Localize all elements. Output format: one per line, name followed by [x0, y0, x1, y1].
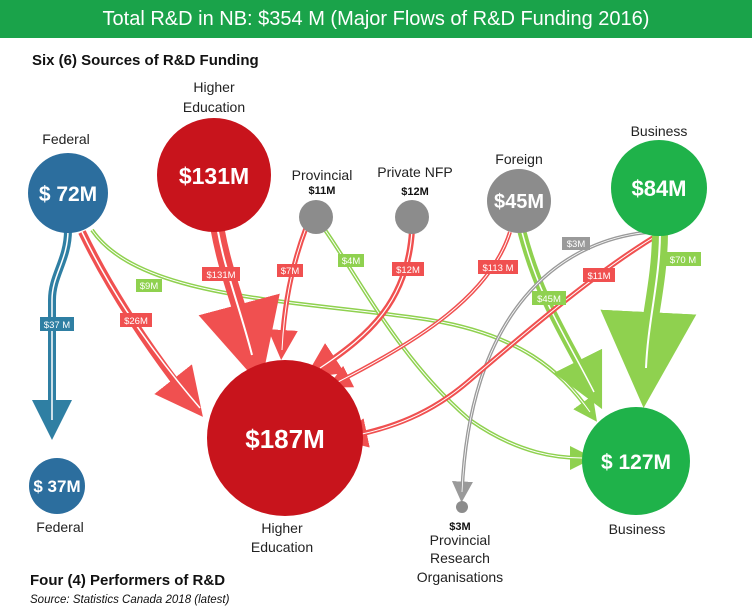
- svg-text:$12M: $12M: [396, 265, 420, 276]
- svg-text:$45M: $45M: [537, 294, 561, 305]
- svg-text:Organisations: Organisations: [417, 569, 503, 585]
- flow-business-to-business: [600, 231, 697, 408]
- svg-text:$9M: $9M: [140, 281, 159, 292]
- flow-tag-he-to-he: $131M: [202, 267, 240, 281]
- svg-text:Research: Research: [430, 550, 490, 566]
- flow-tag-foreign-to-he: $113 M: [478, 260, 518, 274]
- svg-text:$113 M: $113 M: [483, 263, 514, 274]
- source-note: Source: Statistics Canada 2018 (latest): [30, 594, 230, 606]
- performer-provincial-research: $3M Provincial Research Organisations: [417, 501, 503, 585]
- svg-text:Provincial: Provincial: [430, 532, 491, 548]
- svg-text:Business: Business: [609, 521, 666, 537]
- flow-tag-fed-to-fed: $37 M: [40, 317, 74, 331]
- svg-text:Business: Business: [631, 123, 688, 139]
- flow-provincial-to-higher-education: [267, 227, 309, 360]
- svg-text:$3M: $3M: [449, 521, 470, 533]
- source-federal: Federal $ 72M: [28, 131, 108, 233]
- svg-text:$4M: $4M: [342, 256, 361, 267]
- flow-foreign-to-business: [517, 230, 603, 410]
- flow-tag-bus-to-bus: $70 M: [665, 252, 701, 266]
- svg-text:Private NFP: Private NFP: [377, 164, 452, 180]
- svg-text:$12M: $12M: [401, 186, 429, 198]
- performers-heading: Four (4) Performers of R&D: [30, 572, 226, 589]
- svg-text:$7M: $7M: [281, 266, 300, 277]
- performer-business: $ 127M Business: [582, 407, 690, 537]
- performer-higher-education: $187M Higher Education: [207, 360, 363, 555]
- flow-federal-to-federal: [32, 229, 72, 440]
- flow-tag-nfp-to-he: $12M: [392, 262, 424, 276]
- source-provincial: Provincial $11M: [292, 167, 353, 234]
- flow-foreign-to-higher-education: [327, 231, 512, 388]
- flow-tag-bus-to-he: $11M: [583, 268, 615, 282]
- flow-federal-to-business: [90, 228, 597, 422]
- svg-text:$26M: $26M: [124, 316, 148, 327]
- source-private-nfp: Private NFP $12M: [377, 164, 453, 234]
- flow-business-to-provincial-research: [451, 230, 651, 503]
- svg-text:Education: Education: [183, 99, 245, 115]
- flow-provincial-to-business: [323, 228, 594, 470]
- svg-text:$84M: $84M: [631, 176, 686, 201]
- source-foreign: Foreign $45M: [487, 151, 551, 233]
- svg-text:$11M: $11M: [587, 271, 610, 282]
- source-higher-education: Higher Education $131M: [157, 79, 271, 232]
- svg-text:$ 127M: $ 127M: [601, 451, 671, 474]
- page-title: Total R&D in NB: $354 M (Major Flows of …: [0, 0, 752, 38]
- svg-text:$45M: $45M: [494, 191, 544, 213]
- svg-text:Higher: Higher: [261, 520, 303, 536]
- svg-text:$37 M: $37 M: [44, 320, 70, 331]
- flow-tag-prov-to-bus: $4M: [338, 254, 364, 267]
- flow-tag-foreign-to-bus: $45M: [532, 291, 566, 305]
- svg-text:Federal: Federal: [36, 519, 83, 535]
- performer-federal: $ 37M Federal: [29, 458, 85, 535]
- sources-heading: Six (6) Sources of R&D Funding: [32, 52, 259, 69]
- svg-text:$70 M: $70 M: [670, 255, 696, 266]
- svg-text:Higher: Higher: [193, 79, 235, 95]
- svg-text:Education: Education: [251, 539, 313, 555]
- svg-text:$11M: $11M: [309, 185, 336, 197]
- svg-text:Foreign: Foreign: [495, 151, 542, 167]
- flow-tag-prov-to-he: $7M: [277, 264, 303, 277]
- svg-text:$3M: $3M: [567, 239, 586, 250]
- source-higher-education-amount: $131M: [179, 163, 249, 189]
- source-federal-label: Federal: [42, 131, 89, 147]
- svg-text:Provincial: Provincial: [292, 167, 353, 183]
- source-federal-amount: $ 72M: [39, 183, 97, 206]
- svg-text:$ 37M: $ 37M: [33, 477, 80, 496]
- source-business: Business $84M: [611, 123, 707, 236]
- svg-text:$131M: $131M: [206, 270, 235, 281]
- flow-tag-fed-to-he: $26M: [120, 313, 152, 327]
- flow-tag-bus-to-prov: $3M: [562, 237, 590, 250]
- svg-text:$187M: $187M: [245, 424, 325, 454]
- flow-tag-fed-to-bus: $9M: [136, 279, 162, 292]
- flow-private-nfp-to-higher-education: [304, 229, 415, 378]
- flow-business-to-higher-education: [337, 233, 658, 448]
